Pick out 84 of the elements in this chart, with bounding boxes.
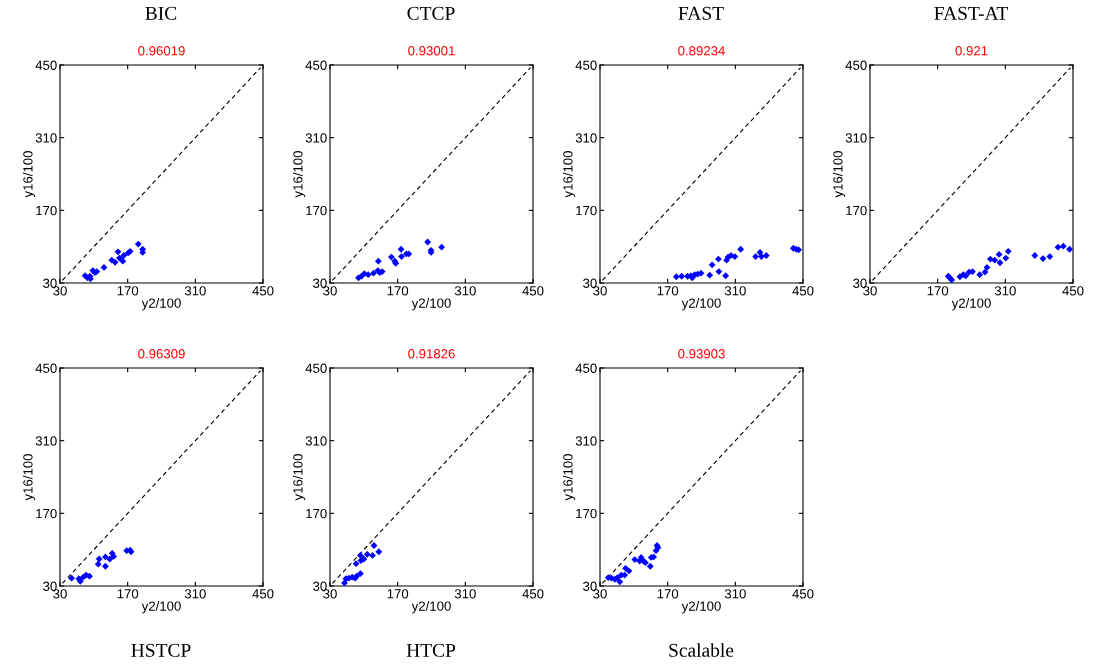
y-tick-label: 30: [583, 581, 597, 591]
x-axis-title: y2/100: [681, 601, 721, 614]
x-tick-label: 30: [53, 589, 67, 599]
y-tick-label: 170: [576, 205, 597, 216]
y-tick-label: 310: [305, 133, 327, 143]
y-tick-label: 170: [846, 205, 867, 216]
y-tick-label: 450: [35, 363, 57, 373]
y-axis-title: y16/100: [22, 151, 36, 198]
chart-title: FAST-AT: [934, 6, 1008, 20]
x-tick-label: 170: [927, 286, 949, 296]
x-tick-label: 450: [792, 286, 814, 296]
y-tick-label: 450: [575, 60, 597, 70]
y-tick-label: 170: [576, 508, 597, 519]
y-tick-label: 170: [36, 508, 57, 519]
x-tick-label: 170: [657, 286, 679, 296]
x-axis-title: y2/100: [411, 601, 451, 614]
y-tick-label: 30: [313, 581, 327, 591]
y-tick-label: 30: [43, 278, 57, 288]
x-tick-label: 450: [522, 286, 544, 296]
chart-subtitle: 0.93903: [678, 349, 725, 359]
y-axis-title: y16/100: [22, 454, 36, 501]
y-axis-title: y16/100: [292, 151, 306, 198]
x-tick-label: 170: [387, 589, 409, 599]
y-tick-label: 310: [305, 436, 327, 446]
x-tick-label: 310: [184, 286, 206, 296]
x-tick-label: 170: [387, 286, 409, 296]
x-tick-label: 30: [593, 589, 607, 599]
y-tick-label: 30: [853, 278, 867, 288]
y-tick-label: 30: [583, 278, 597, 288]
chart-subtitle: 0.93001: [408, 46, 455, 56]
y-tick-label: 450: [575, 363, 597, 373]
x-tick-label: 310: [994, 286, 1016, 296]
x-tick-label: 450: [522, 589, 544, 599]
x-tick-label: 30: [53, 286, 67, 296]
x-tick-label: 450: [1062, 286, 1084, 296]
y-tick-label: 170: [306, 205, 327, 216]
chart-subtitle: 0.96019: [138, 46, 185, 56]
y-tick-label: 310: [35, 133, 57, 143]
y-axis-title: y16/100: [562, 454, 576, 501]
x-tick-label: 310: [184, 589, 206, 599]
x-tick-label: 450: [252, 286, 274, 296]
y-tick-label: 310: [845, 133, 867, 143]
x-tick-label: 30: [323, 589, 337, 599]
x-tick-label: 450: [252, 589, 274, 599]
x-tick-label: 30: [593, 286, 607, 296]
y-tick-label: 450: [845, 60, 867, 70]
chart-title: CTCP: [407, 6, 455, 20]
chart-title: FAST: [678, 6, 724, 20]
x-tick-label: 310: [724, 589, 746, 599]
x-tick-label: 170: [117, 286, 139, 296]
x-tick-label: 170: [117, 589, 139, 599]
x-axis-title: y2/100: [141, 298, 181, 311]
y-tick-label: 310: [575, 133, 597, 143]
x-axis-title: y2/100: [951, 298, 991, 311]
chart-subtitle: 0.96309: [138, 349, 185, 359]
x-tick-label: 170: [657, 589, 679, 599]
x-axis-title: y2/100: [681, 298, 721, 311]
x-tick-label: 310: [454, 589, 476, 599]
chart-subtitle: 0.91826: [408, 349, 455, 359]
x-tick-label: 450: [792, 589, 814, 599]
y-axis-title: y16/100: [292, 454, 306, 501]
text: HSTCP: [131, 643, 191, 657]
x-tick-label: 310: [454, 286, 476, 296]
x-axis-title: y2/100: [411, 298, 451, 311]
y-tick-label: 450: [305, 60, 327, 70]
x-tick-label: 310: [724, 286, 746, 296]
y-tick-label: 450: [35, 60, 57, 70]
y-axis-title: y16/100: [832, 151, 846, 198]
y-tick-label: 170: [306, 508, 327, 519]
y-axis-title: y16/100: [562, 151, 576, 198]
y-tick-label: 30: [313, 278, 327, 288]
chart-subtitle: 0.921: [955, 46, 988, 56]
y-tick-label: 310: [35, 436, 57, 446]
chart-subtitle: 0.89234: [678, 46, 725, 56]
y-tick-label: 170: [36, 205, 57, 216]
x-axis-title: y2/100: [141, 601, 181, 614]
y-tick-label: 450: [305, 363, 327, 373]
text: HTCP: [406, 643, 456, 657]
x-tick-label: 30: [323, 286, 337, 296]
y-tick-label: 30: [43, 581, 57, 591]
y-tick-label: 310: [575, 436, 597, 446]
x-tick-label: 30: [863, 286, 877, 296]
chart-title: BIC: [145, 6, 177, 20]
text: Scalable: [669, 643, 734, 657]
